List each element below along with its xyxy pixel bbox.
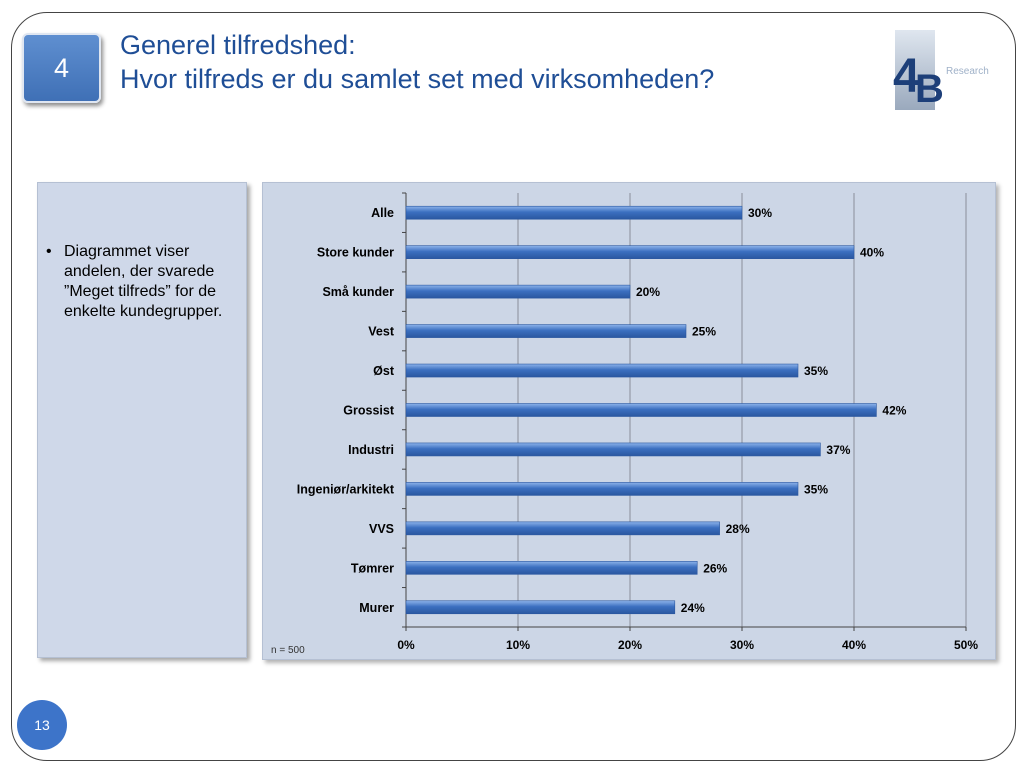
description-panel: • Diagrammet viser andelen, der svarede … [37, 182, 247, 658]
category-label: VVS [369, 522, 394, 536]
x-tick-label: 40% [842, 638, 866, 652]
bar [405, 363, 799, 378]
category-label: Alle [371, 206, 394, 220]
category-label: Små kunder [322, 285, 394, 299]
bar [405, 324, 687, 338]
data-label: 42% [882, 404, 906, 418]
bar-chart: 0% 10% 20% 30% 40% 50% Alle 30% Store kunder 40% S… [297, 192, 978, 652]
bar [405, 482, 799, 496]
data-label: 35% [804, 482, 828, 496]
logo-4b-icon: 4 B [893, 30, 944, 111]
data-label: 24% [681, 601, 705, 615]
bullet-item: • Diagrammet viser andelen, der svarede … [46, 242, 236, 322]
x-tick-label: 50% [954, 638, 978, 652]
category-label: Grossist [343, 404, 395, 418]
data-label: 30% [748, 206, 772, 220]
bar [405, 403, 877, 417]
title-line-2: Hvor tilfreds er du samlet set med virks… [120, 64, 715, 94]
title-line-1: Generel tilfredshed: [120, 30, 356, 60]
bullet-text: Diagrammet viser andelen, der svarede ”M… [64, 243, 223, 320]
category-label: Store kunder [317, 246, 394, 260]
data-label: 26% [703, 561, 727, 575]
sample-size-label: n = 500 [271, 645, 305, 656]
x-tick-label: 20% [618, 638, 642, 652]
data-label: 35% [804, 364, 828, 378]
data-label: 25% [692, 325, 716, 339]
x-tick-label: 10% [506, 638, 530, 652]
category-label: Tømrer [351, 561, 394, 575]
category-label: Ingeniør/arkitekt [297, 482, 395, 496]
bullet-icon: • [46, 243, 52, 260]
data-label: 20% [636, 285, 660, 299]
x-tick-label: 0% [397, 638, 415, 652]
page-number-badge: 13 [17, 700, 67, 750]
bar [405, 521, 720, 536]
category-label: Murer [359, 601, 394, 615]
bar [405, 284, 631, 299]
category-label: Vest [368, 325, 395, 339]
data-label: 37% [826, 443, 850, 457]
svg-text:4: 4 [893, 50, 920, 103]
bar [405, 561, 698, 575]
data-label: 28% [726, 522, 750, 536]
bar [405, 205, 743, 220]
data-label: 40% [860, 246, 884, 260]
bar [405, 245, 855, 259]
svg-text:B: B [915, 67, 944, 111]
x-tick-label: 30% [730, 638, 754, 652]
section-number-badge: 4 [22, 33, 101, 103]
category-label: Øst [373, 364, 395, 378]
bar [405, 600, 676, 615]
chart-panel: 0% 10% 20% 30% 40% 50% Alle 30% Store kunder 40% S… [262, 182, 996, 660]
bar [405, 442, 821, 457]
logo-text: Research [946, 66, 989, 77]
page-title: Generel tilfredshed: Hvor tilfreds er du… [120, 28, 714, 96]
category-label: Industri [348, 443, 394, 457]
